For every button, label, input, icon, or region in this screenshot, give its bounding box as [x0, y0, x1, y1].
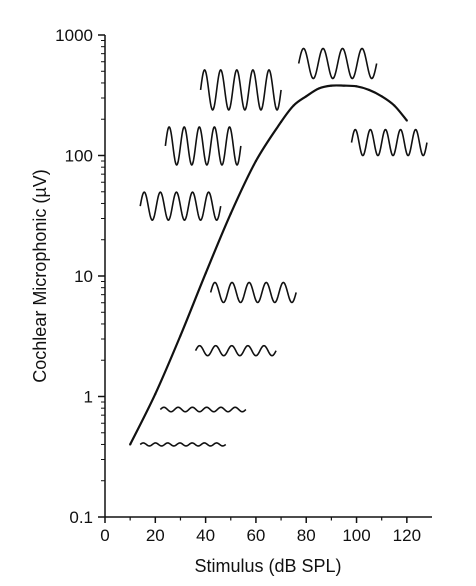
data-point — [254, 159, 258, 163]
waveform-3 — [194, 344, 277, 357]
y-tick-labels: 0.1 1 10 100 1000 — [55, 26, 93, 527]
data-point — [368, 88, 371, 92]
data-point — [342, 84, 346, 87]
y-axis-ticks — [98, 34, 105, 518]
waveform-6 — [164, 126, 242, 166]
waveform-2 — [159, 406, 247, 413]
y-tick-label: 1 — [84, 388, 93, 407]
data-series — [129, 84, 408, 446]
y-tick-label: 100 — [65, 147, 93, 166]
waveform-4 — [209, 281, 297, 304]
waveform-1 — [139, 442, 227, 447]
data-point — [229, 212, 232, 215]
data-point — [380, 95, 383, 98]
waveform-8 — [297, 47, 378, 80]
x-tick-label: 80 — [297, 526, 316, 545]
waveform-9 — [350, 128, 428, 157]
data-point — [129, 443, 132, 446]
data-point — [355, 85, 358, 88]
x-tick-label: 120 — [393, 526, 421, 545]
x-tick-label: 0 — [100, 526, 109, 545]
y-tick-label: 10 — [74, 267, 93, 286]
x-tick-label: 40 — [196, 526, 215, 545]
data-point — [330, 84, 333, 87]
waveform-7 — [199, 69, 282, 111]
data-point — [317, 87, 320, 90]
data-point — [279, 120, 283, 124]
y-axis-title: Cochlear Microphonic (µV) — [30, 169, 50, 382]
x-axis-ticks — [104, 517, 408, 523]
x-tick-label: 60 — [246, 526, 265, 545]
data-point — [292, 104, 295, 107]
data-point — [305, 95, 308, 98]
x-tick-labels: 0 20 40 60 80 100 120 — [100, 526, 421, 545]
x-tick-label: 20 — [146, 526, 165, 545]
waveform-illustrations — [139, 47, 428, 447]
y-tick-label: 0.1 — [69, 508, 93, 527]
x-axis-title: Stimulus (dB SPL) — [194, 556, 341, 576]
y-tick-label: 1000 — [55, 26, 93, 45]
data-point — [204, 272, 207, 275]
data-point — [393, 104, 396, 107]
data-point — [179, 334, 182, 337]
data-point — [405, 119, 408, 122]
x-tick-label: 100 — [342, 526, 370, 545]
waveform-5 — [139, 191, 222, 221]
plot-frame — [104, 35, 432, 518]
data-point — [154, 392, 157, 396]
